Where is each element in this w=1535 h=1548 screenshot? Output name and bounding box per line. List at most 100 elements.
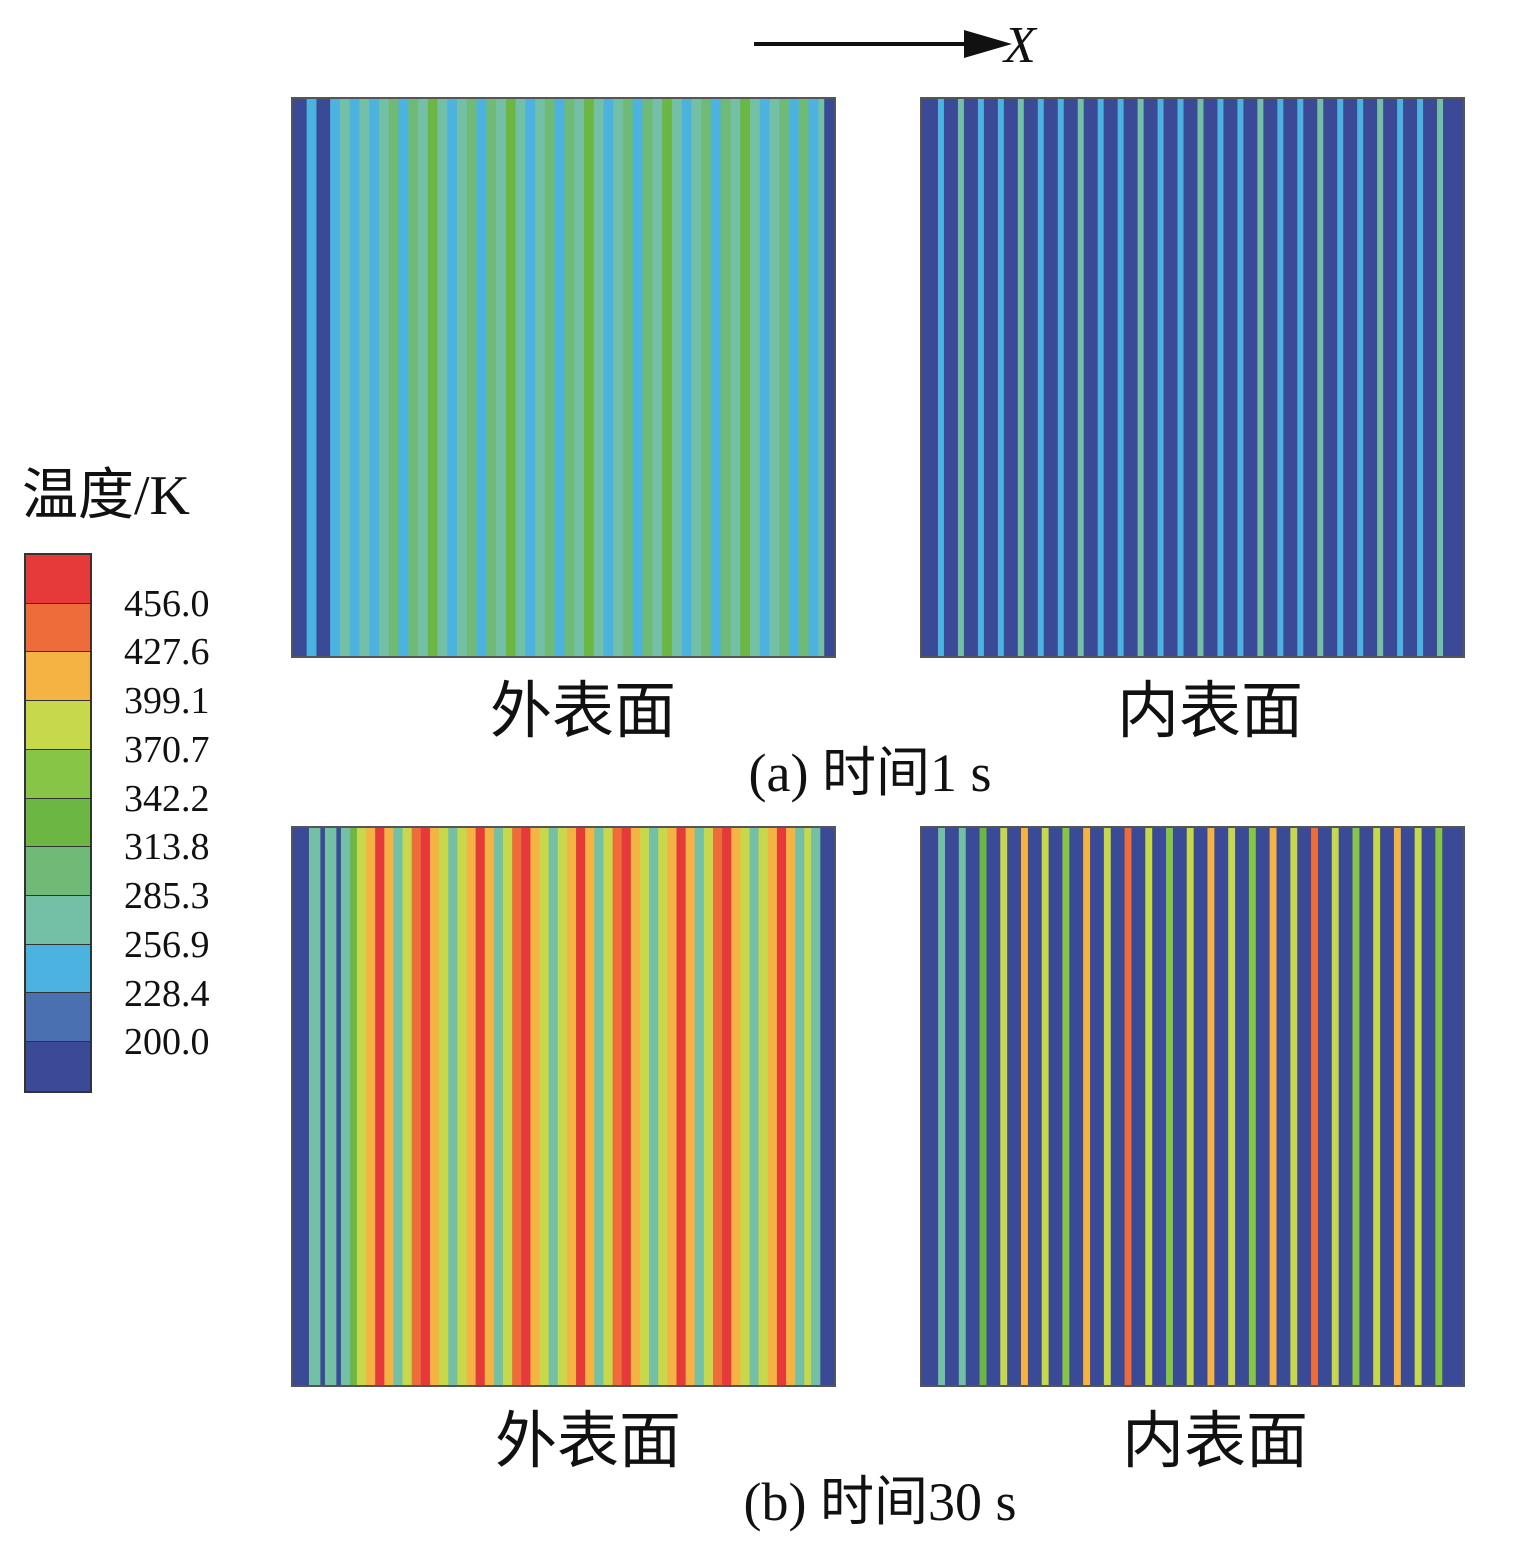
temperature-band	[574, 99, 585, 656]
temperature-band	[986, 828, 1001, 1385]
legend-tick-label: 200.0	[124, 1021, 210, 1064]
temperature-band	[1243, 99, 1258, 656]
temperature-band	[388, 99, 399, 656]
temperature-band	[1414, 828, 1422, 1385]
temperature-band	[308, 828, 321, 1385]
temperature-band	[997, 99, 1005, 656]
panel-a-outer-stripes	[293, 99, 834, 656]
temperature-band	[1359, 828, 1374, 1385]
temperature-band	[1442, 828, 1457, 1385]
temperature-band	[1145, 828, 1153, 1385]
temperature-band	[476, 99, 487, 656]
panel-a-inner-surface	[920, 97, 1465, 658]
temperature-band	[1297, 99, 1304, 656]
temperature-band	[681, 99, 692, 656]
temperature-band	[922, 828, 939, 1385]
temperature-band	[1393, 828, 1402, 1385]
legend-tick-label: 456.0	[124, 582, 210, 625]
label-b-inner-surface: 内表面	[1121, 1408, 1308, 1476]
temperature-band	[1197, 99, 1204, 656]
temperature-band	[1043, 99, 1059, 656]
temperature-band	[1228, 828, 1236, 1385]
legend-swatch	[26, 701, 90, 750]
temperature-band	[1097, 99, 1105, 656]
temperature-band	[759, 99, 770, 656]
panel-b-outer-surface	[291, 826, 836, 1387]
temperature-band	[1062, 828, 1070, 1385]
temperature-band	[576, 828, 586, 1385]
temperature-band	[544, 99, 556, 656]
temperature-band	[1027, 828, 1043, 1385]
label-b-outer-surface: 外表面	[494, 1408, 681, 1476]
temperature-band	[958, 828, 967, 1385]
temperature-band	[439, 828, 449, 1385]
temperature-band	[1177, 99, 1184, 656]
temperature-band	[1357, 99, 1364, 656]
temperature-band	[411, 828, 422, 1385]
temperature-band	[1203, 99, 1218, 656]
temperature-band	[1456, 828, 1463, 1385]
temperature-band	[1277, 99, 1284, 656]
temperature-band	[330, 99, 341, 656]
temperature-band	[1403, 99, 1418, 656]
temperature-band	[603, 828, 613, 1385]
temperature-band	[671, 99, 683, 656]
caption-a: (a) 时间1 s	[748, 743, 992, 803]
temperature-band	[420, 828, 431, 1385]
temperature-band	[1437, 99, 1444, 656]
legend-swatch	[26, 993, 90, 1043]
legend-tick-label: 399.1	[124, 680, 210, 723]
temperature-band	[1363, 99, 1378, 656]
temperature-band	[398, 99, 409, 656]
temperature-band	[447, 99, 458, 656]
temperature-band	[1172, 828, 1188, 1385]
temperature-band	[1020, 828, 1029, 1385]
legend-swatch	[26, 944, 90, 994]
temperature-band	[1063, 99, 1079, 656]
label-a-outer-surface: 外表面	[489, 678, 676, 746]
temperature-band	[306, 99, 317, 656]
temperature-band	[1276, 828, 1291, 1385]
temperature-band	[408, 99, 419, 656]
temperature-band	[466, 99, 477, 656]
temperature-band	[750, 99, 761, 656]
temperature-band	[977, 99, 985, 656]
temperature-band	[349, 99, 360, 656]
temperature-band	[740, 99, 751, 656]
temperature-band	[1137, 99, 1144, 656]
legend-swatch	[26, 652, 90, 702]
temperature-band	[1007, 828, 1022, 1385]
temperature-band	[963, 99, 979, 656]
temperature-band	[1003, 99, 1019, 656]
temperature-band	[613, 99, 624, 656]
temperature-band	[642, 99, 653, 656]
temperature-band	[496, 99, 507, 656]
temperature-band	[316, 99, 331, 656]
temperature-band	[293, 99, 308, 656]
temperature-band	[1143, 99, 1158, 656]
x-axis-label: X	[1004, 17, 1036, 74]
temperature-band	[475, 828, 486, 1385]
temperature-band	[466, 828, 477, 1385]
temperature-band	[1083, 99, 1099, 656]
temperature-band	[776, 828, 787, 1385]
temperature-band	[557, 828, 568, 1385]
temperature-band	[740, 828, 750, 1385]
panel-b-inner-stripes	[922, 828, 1463, 1385]
temperature-band	[1297, 828, 1312, 1385]
temperature-band	[701, 99, 712, 656]
temperature-band	[336, 828, 342, 1385]
temperature-band	[1263, 99, 1278, 656]
temperature-band	[1323, 99, 1338, 656]
panel-b-outer-stripes	[293, 828, 834, 1385]
legend-swatch	[26, 1042, 90, 1091]
temperature-band	[938, 828, 946, 1385]
temperature-band	[769, 99, 780, 656]
temperature-band	[1000, 828, 1008, 1385]
temperature-band	[603, 99, 614, 656]
temperature-band	[1352, 828, 1360, 1385]
temperature-band	[427, 99, 438, 656]
temperature-band	[1023, 99, 1039, 656]
temperature-band	[437, 99, 448, 656]
temperature-band	[1069, 828, 1084, 1385]
